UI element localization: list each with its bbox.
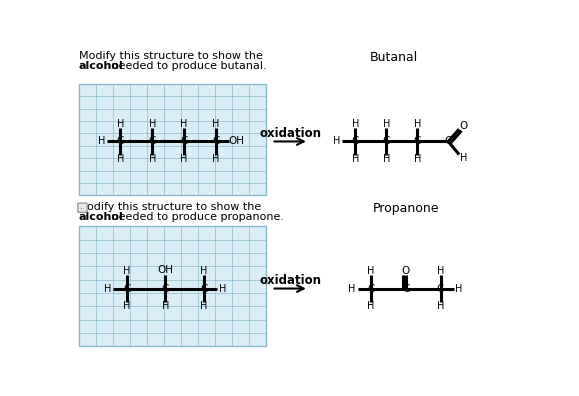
Text: oxidation: oxidation (259, 274, 321, 287)
Text: H: H (148, 154, 156, 164)
Text: H: H (117, 154, 124, 164)
Text: C: C (402, 284, 409, 293)
Text: C: C (445, 137, 452, 147)
Text: C: C (162, 284, 169, 293)
Text: C: C (351, 137, 359, 147)
Text: H: H (200, 266, 208, 276)
Text: oxidation: oxidation (259, 127, 321, 140)
Text: H: H (212, 154, 219, 164)
Text: OH: OH (157, 265, 173, 275)
Text: OH: OH (229, 137, 245, 147)
Text: alcohol: alcohol (79, 61, 123, 70)
Text: H: H (383, 119, 390, 129)
Text: H: H (148, 119, 156, 129)
Text: O: O (401, 266, 410, 276)
Text: H: H (413, 119, 421, 129)
Text: needed to produce propanone.: needed to produce propanone. (108, 211, 284, 221)
Text: H: H (123, 301, 130, 311)
Text: H: H (383, 154, 390, 164)
Text: H: H (117, 119, 124, 129)
Text: H: H (162, 301, 169, 311)
Text: O: O (460, 121, 468, 131)
Text: odify this structure to show the: odify this structure to show the (87, 202, 261, 211)
Text: C: C (367, 284, 375, 293)
Text: C: C (212, 137, 219, 147)
Text: Modify this structure to show the: Modify this structure to show the (79, 51, 262, 61)
Text: H: H (413, 154, 421, 164)
Text: alcohol: alcohol (79, 211, 123, 221)
Text: H: H (180, 154, 188, 164)
Text: C: C (148, 137, 156, 147)
Bar (79, 84, 266, 195)
Text: H: H (180, 119, 188, 129)
Text: H: H (351, 154, 359, 164)
Text: H: H (349, 284, 356, 293)
Text: H: H (200, 301, 208, 311)
Text: H: H (437, 266, 444, 276)
Text: H: H (367, 266, 375, 276)
Text: H: H (333, 137, 340, 147)
Text: needed to produce butanal.: needed to produce butanal. (108, 61, 267, 70)
Text: H: H (460, 152, 467, 163)
Text: C: C (200, 284, 208, 293)
Text: H: H (219, 284, 226, 293)
Text: H: H (212, 119, 219, 129)
Text: H: H (437, 301, 444, 311)
Text: H: H (456, 284, 463, 293)
Text: C: C (117, 137, 124, 147)
Text: H: H (98, 137, 105, 147)
Bar (79, 226, 266, 346)
Text: H: H (367, 301, 375, 311)
Text: ...: ... (80, 205, 85, 210)
Text: C: C (437, 284, 444, 293)
Text: H: H (104, 284, 112, 293)
Text: C: C (180, 137, 188, 147)
Text: C: C (413, 137, 421, 147)
Text: C: C (123, 284, 130, 293)
Text: Butanal: Butanal (370, 51, 418, 65)
Text: C: C (383, 137, 390, 147)
Text: Propanone: Propanone (372, 202, 439, 215)
Text: H: H (123, 266, 130, 276)
FancyBboxPatch shape (78, 203, 87, 212)
Text: H: H (351, 119, 359, 129)
